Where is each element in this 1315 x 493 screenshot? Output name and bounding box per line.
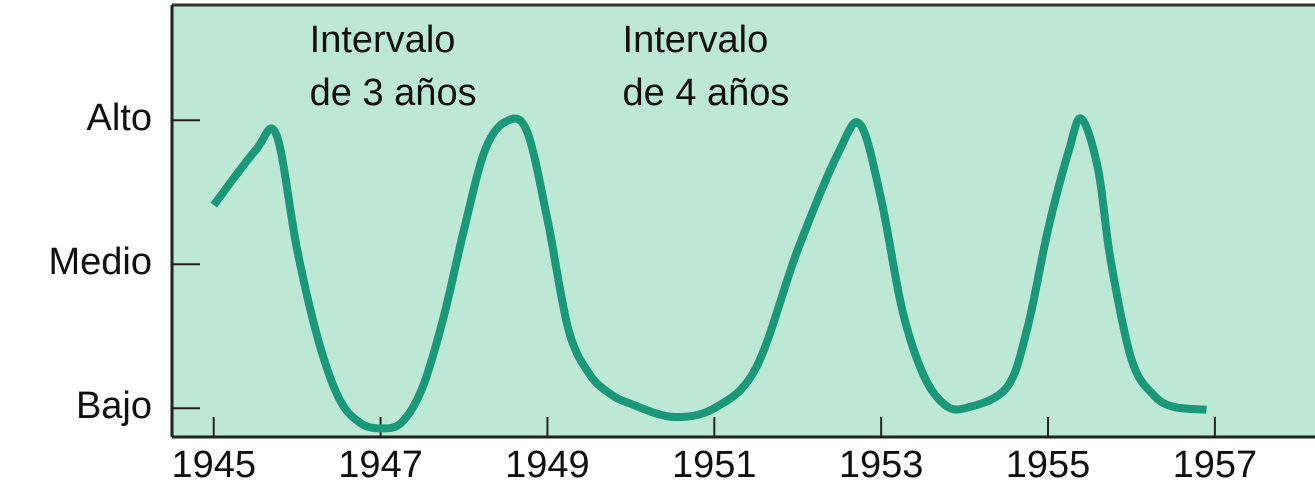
annotation: Intervalo: [310, 19, 456, 61]
y-tick-label: Alto: [87, 97, 152, 139]
line: [210, 114, 1207, 433]
annotation: de 3 años: [310, 72, 477, 114]
y-tick-label: Bajo: [76, 385, 152, 427]
annotation: de 4 años: [623, 72, 790, 114]
x-tick-label: 1945: [171, 444, 256, 486]
x-tick-label: 1953: [839, 444, 924, 486]
annotation: Intervalo: [623, 19, 769, 61]
x-tick-label: 1947: [338, 444, 423, 486]
x-tick-label: 1955: [1006, 444, 1091, 486]
plot-background: [172, 5, 1315, 437]
x-tick-label: 1951: [672, 444, 757, 486]
x-tick-label: 1957: [1173, 444, 1258, 486]
x-tick-label: 1949: [505, 444, 590, 486]
y-tick-label: Medio: [49, 241, 153, 283]
